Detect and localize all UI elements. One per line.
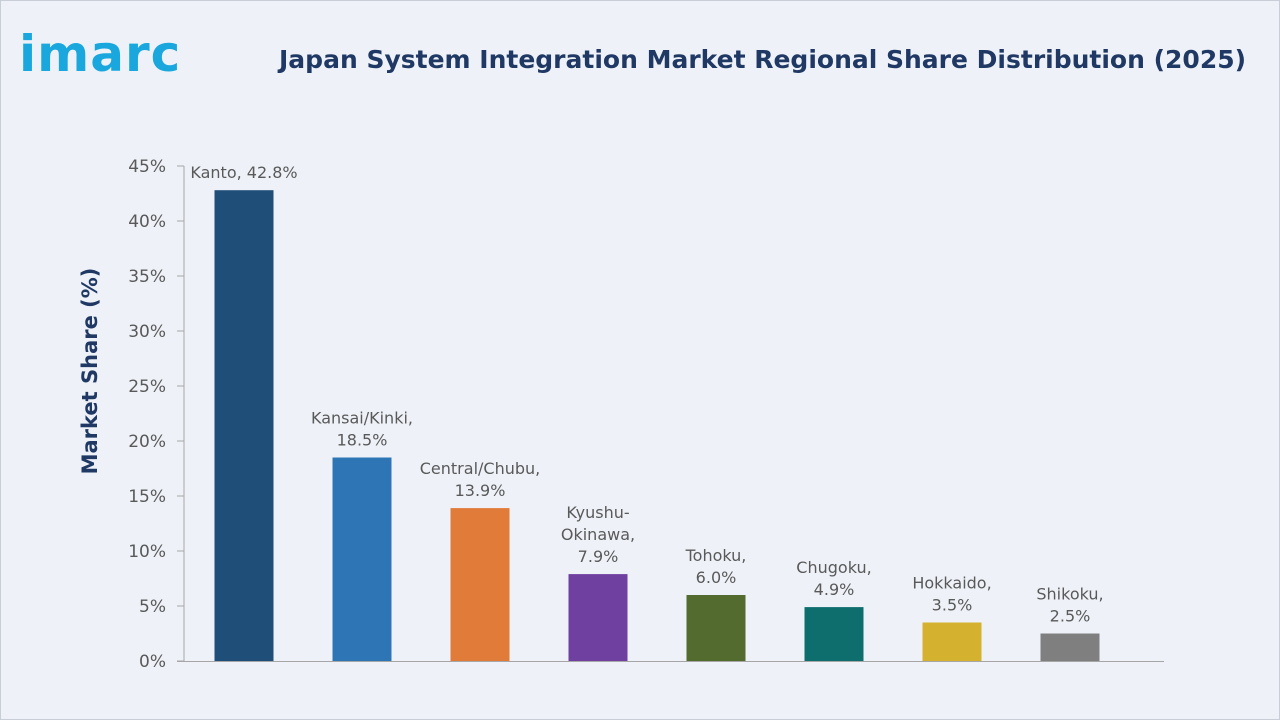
data-label: Central/Chubu, 13.9% bbox=[420, 459, 540, 500]
chart-title: Japan System Integration Market Regional… bbox=[279, 45, 1247, 74]
data-label: Hokkaido, 3.5% bbox=[912, 574, 991, 615]
y-tick-label: 5% bbox=[139, 597, 166, 617]
y-tick-label: 30% bbox=[128, 322, 166, 342]
y-tick-label: 10% bbox=[128, 542, 166, 562]
bar-kansai-kinki bbox=[332, 457, 392, 661]
imarc-logo: imarc bbox=[19, 25, 182, 83]
bar-shikoku bbox=[1040, 633, 1100, 661]
bar-chugoku bbox=[804, 607, 864, 661]
bar-tohoku bbox=[686, 595, 746, 661]
y-tick-label: 45% bbox=[128, 157, 166, 177]
y-tick-label: 40% bbox=[128, 212, 166, 232]
y-tick-label: 0% bbox=[139, 652, 166, 672]
y-tick-label: 15% bbox=[128, 487, 166, 507]
data-label: Kansai/Kinki, 18.5% bbox=[311, 409, 413, 450]
bar-kanto bbox=[214, 190, 274, 661]
y-tick-label: 20% bbox=[128, 432, 166, 452]
data-label: Kyushu-Okinawa, 7.9% bbox=[561, 503, 635, 566]
y-tick-label: 25% bbox=[128, 377, 166, 397]
bar-central-chubu bbox=[450, 508, 510, 661]
bar-kyushu-okinawa bbox=[568, 574, 628, 661]
y-tick-label: 35% bbox=[128, 267, 166, 287]
data-label: Kanto, 42.8% bbox=[190, 163, 297, 182]
y-axis-title: Market Share (%) bbox=[78, 268, 102, 475]
bar-hokkaido bbox=[922, 622, 982, 661]
data-label: Chugoku, 4.9% bbox=[796, 558, 871, 599]
data-label: Tohoku, 6.0% bbox=[685, 546, 747, 587]
data-label: Shikoku, 2.5% bbox=[1036, 585, 1103, 626]
